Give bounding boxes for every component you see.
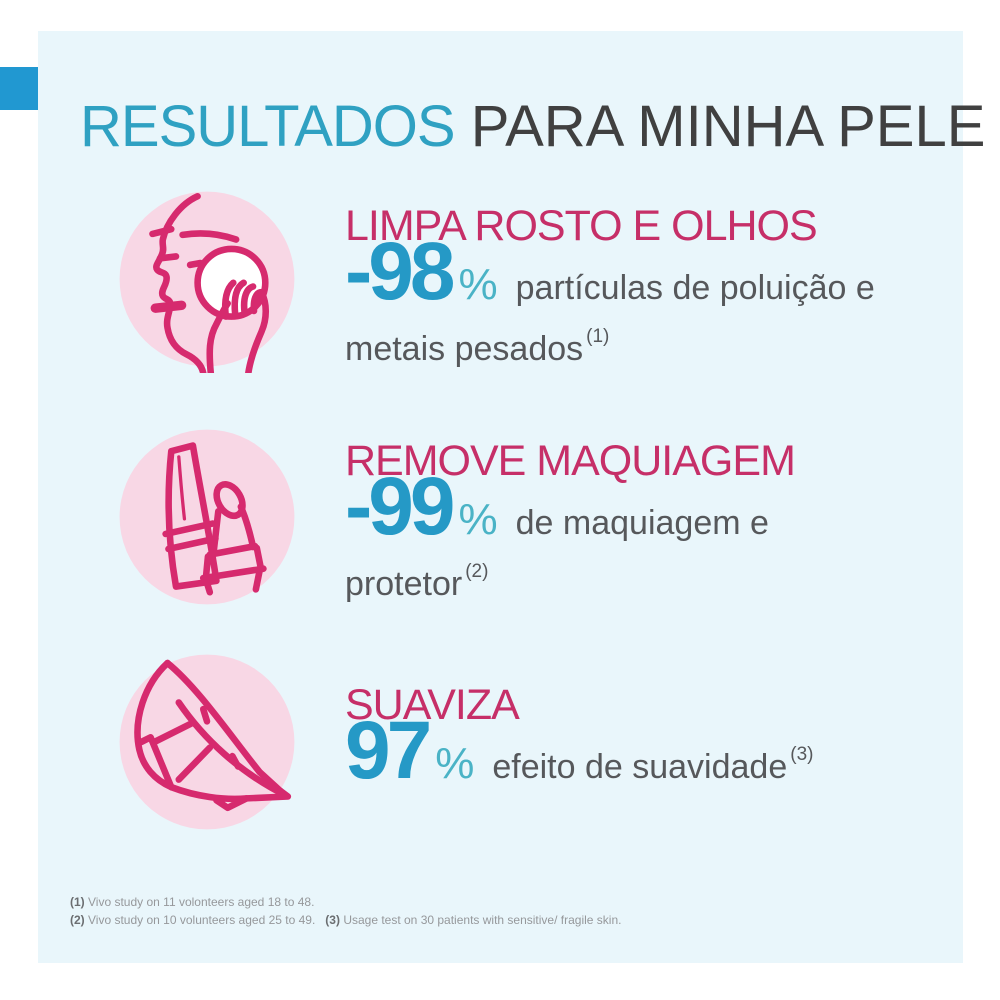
stat-line: -98% partículas de poluição e metais pesad… <box>345 231 945 377</box>
makeup-icon <box>113 423 301 611</box>
footnotes: (1) Vivo study on 11 volonteers aged 18 … <box>70 893 621 929</box>
stat-value: -99 <box>345 461 455 553</box>
footnote-ref: (3) <box>325 913 340 927</box>
stat-description-line2: metais pesados <box>345 330 584 369</box>
face-cotton-pad-icon <box>113 185 301 373</box>
page-title: RESULTADOS PARA MINHA PELE <box>80 93 986 159</box>
footnote-text: Vivo study on 11 volonteers aged 18 to 4… <box>88 895 315 909</box>
footnote-reference: (1) <box>586 326 610 348</box>
stat-description-line1: efeito de suavidade <box>492 748 788 787</box>
title-rest-text: PARA MINHA PELE <box>470 93 986 159</box>
footnote-text: Usage test on 30 patients with sensitive… <box>343 913 622 927</box>
stat-line: 97% efeito de suavidade (3) <box>345 710 965 795</box>
footnote-ref: (2) <box>70 913 85 927</box>
result-row-cleanse: LIMPA ROSTO E OLHOS -98% partículas de po… <box>113 185 945 377</box>
title-rest <box>455 94 471 159</box>
result-text-makeup: REMOVE MAQUIAGEM -99% de maquiagem e prote… <box>345 423 945 612</box>
feather-icon <box>113 648 301 836</box>
stat-value: -98 <box>345 226 455 318</box>
result-row-soften: SUAVIZA 97% efeito de suavidade (3) <box>113 648 965 836</box>
title-highlight: RESULTADOS <box>80 93 456 159</box>
section-heading: SUAVIZA <box>345 681 520 729</box>
section-heading: REMOVE MAQUIAGEM <box>345 437 796 485</box>
stat-description-line1: de maquiagem e <box>515 504 769 543</box>
result-text-soften: SUAVIZA 97% efeito de suavidade (3) <box>345 648 965 795</box>
section-heading: LIMPA ROSTO E OLHOS <box>345 202 818 250</box>
accent-bar <box>0 67 38 110</box>
footnote-line-2: (2) Vivo study on 10 volunteers aged 25 … <box>70 911 621 929</box>
result-row-makeup: REMOVE MAQUIAGEM -99% de maquiagem e prote… <box>113 423 945 612</box>
stat-unit: % <box>435 739 475 789</box>
stat-line: -99% de maquiagem e protetor (2) <box>345 466 945 612</box>
footnote-reference: (3) <box>790 744 814 766</box>
stat-value: 97 <box>345 705 432 797</box>
footnote-ref: (1) <box>70 895 85 909</box>
stat-unit: % <box>458 495 498 545</box>
footnote-line-1: (1) Vivo study on 11 volonteers aged 18 … <box>70 893 621 911</box>
stat-description-line1: partículas de poluição e <box>515 269 875 308</box>
footnote-text: Vivo study on 10 volunteers aged 25 to 4… <box>88 913 316 927</box>
footnote-reference: (2) <box>465 561 489 583</box>
stat-description-line2: protetor <box>345 565 463 604</box>
stat-unit: % <box>458 260 498 310</box>
result-text-cleanse: LIMPA ROSTO E OLHOS -98% partículas de po… <box>345 185 945 377</box>
